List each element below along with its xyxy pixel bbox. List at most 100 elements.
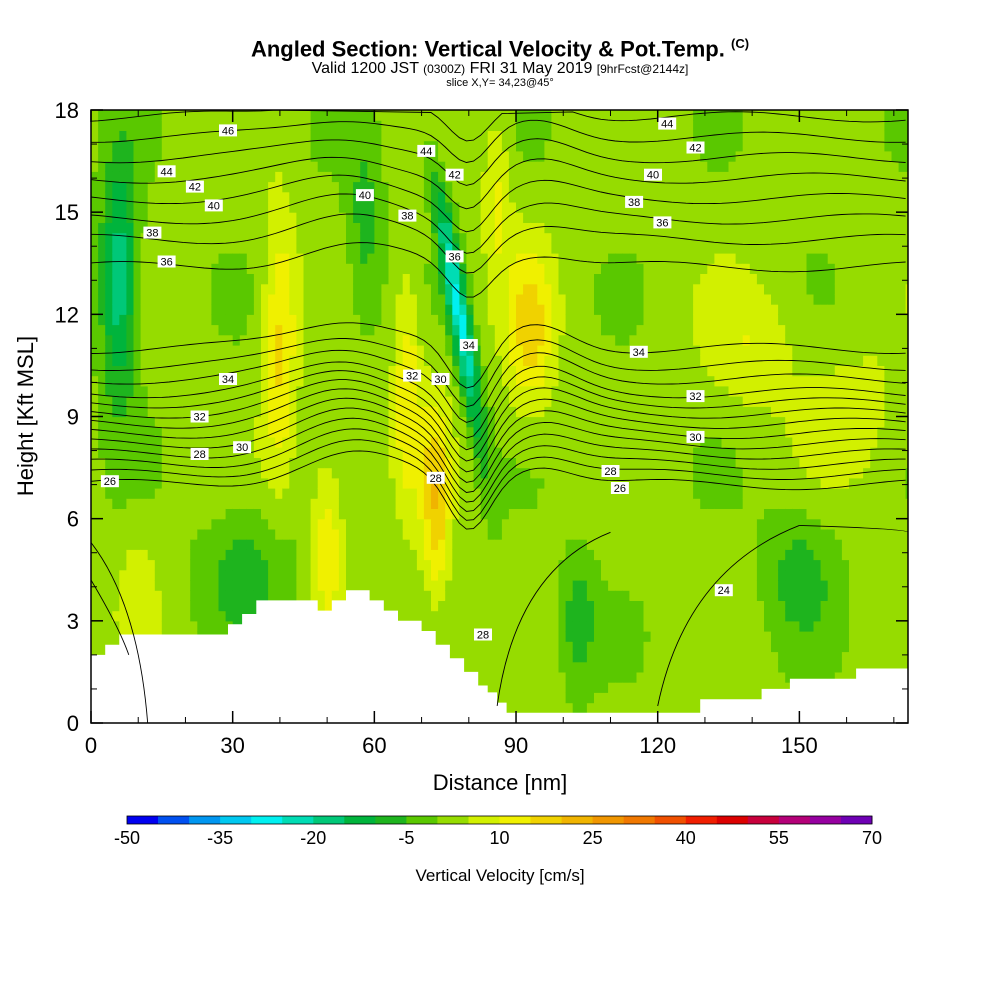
velocity-cell (558, 130, 567, 142)
velocity-cell (622, 120, 630, 131)
velocity-cell (664, 191, 673, 203)
velocity-cell (91, 508, 99, 520)
velocity-cell (360, 569, 368, 581)
velocity-cell (367, 467, 375, 479)
velocity-cell (431, 549, 439, 561)
velocity-cell (466, 620, 475, 632)
velocity-cell (622, 253, 630, 264)
velocity-cell (508, 385, 517, 397)
velocity-cell (501, 150, 510, 162)
velocity-cell (657, 682, 666, 693)
velocity-cell (140, 120, 149, 131)
velocity-cell (190, 212, 198, 223)
velocity-cell (232, 590, 241, 601)
velocity-cell (211, 518, 220, 530)
velocity-cell (324, 171, 333, 183)
velocity-cell (133, 355, 142, 366)
velocity-cell (523, 436, 531, 448)
velocity-cell (374, 569, 383, 581)
velocity-cell (353, 508, 361, 520)
velocity-cell (409, 110, 418, 121)
velocity-cell (643, 610, 652, 622)
velocity-cell (530, 201, 538, 213)
velocity-cell (317, 457, 326, 469)
velocity-cell (671, 130, 680, 142)
velocity-cell (126, 283, 135, 295)
velocity-cell (310, 273, 319, 285)
velocity-cell (353, 334, 361, 346)
velocity-cell (544, 661, 553, 673)
velocity-cell (346, 263, 354, 274)
velocity-cell (147, 150, 156, 162)
velocity-cell (544, 293, 553, 305)
velocity-cell (275, 498, 283, 509)
velocity-cell (324, 488, 333, 499)
velocity-cell (565, 242, 574, 254)
velocity-cell (204, 120, 212, 131)
velocity-cell (431, 232, 439, 244)
velocity-cell (565, 161, 574, 172)
velocity-cell (367, 580, 375, 591)
velocity-cell (261, 161, 269, 172)
velocity-cell (204, 436, 212, 448)
velocity-cell (91, 304, 99, 315)
velocity-cell (324, 559, 333, 571)
velocity-cell (608, 447, 616, 458)
velocity-cell (501, 569, 510, 581)
velocity-cell (190, 590, 198, 601)
velocity-cell (657, 692, 666, 704)
velocity-cell (516, 590, 524, 601)
velocity-cell (282, 201, 290, 213)
velocity-cell (466, 488, 475, 499)
velocity-cell (239, 375, 248, 387)
velocity-cell (551, 273, 560, 285)
velocity-cell (317, 304, 326, 315)
velocity-cell (650, 324, 659, 336)
velocity-cell (324, 232, 333, 244)
velocity-cell (317, 416, 326, 428)
velocity-cell (452, 488, 460, 499)
velocity-cell (211, 314, 220, 326)
velocity-cell (544, 651, 553, 663)
velocity-cell (558, 181, 567, 193)
velocity-cell (572, 283, 581, 295)
velocity-cell (473, 304, 482, 315)
velocity-cell (508, 528, 517, 540)
velocity-cell (126, 304, 135, 315)
velocity-cell (126, 590, 135, 601)
velocity-cell (643, 569, 652, 581)
velocity-cell (275, 253, 283, 264)
velocity-cell (608, 590, 616, 601)
velocity-cell (459, 406, 468, 418)
velocity-cell (275, 273, 283, 285)
velocity-cell (594, 375, 602, 387)
velocity-cell (664, 406, 673, 418)
velocity-cell (154, 467, 163, 479)
velocity-cell (381, 324, 390, 336)
velocity-cell (367, 508, 375, 520)
velocity-cell (459, 396, 468, 407)
velocity-cell (381, 314, 390, 326)
velocity-cell (381, 416, 390, 428)
velocity-cell (367, 355, 375, 366)
velocity-cell (367, 365, 375, 377)
velocity-cell (353, 365, 361, 377)
velocity-cell (126, 549, 135, 561)
velocity-cell (388, 467, 397, 479)
velocity-cell (140, 620, 149, 632)
velocity-cell (416, 559, 425, 571)
velocity-cell (501, 682, 510, 693)
velocity-cell (105, 273, 113, 285)
velocity-cell (360, 559, 368, 571)
velocity-cell (544, 242, 553, 254)
velocity-cell (664, 600, 673, 612)
velocity-cell (466, 314, 475, 326)
velocity-cell (353, 212, 361, 223)
velocity-cell (643, 130, 652, 142)
velocity-cell (204, 242, 212, 254)
velocity-cell (537, 528, 545, 540)
velocity-cell (615, 375, 623, 387)
velocity-cell (168, 396, 177, 407)
velocity-cell (161, 201, 170, 213)
velocity-cell (445, 201, 453, 213)
